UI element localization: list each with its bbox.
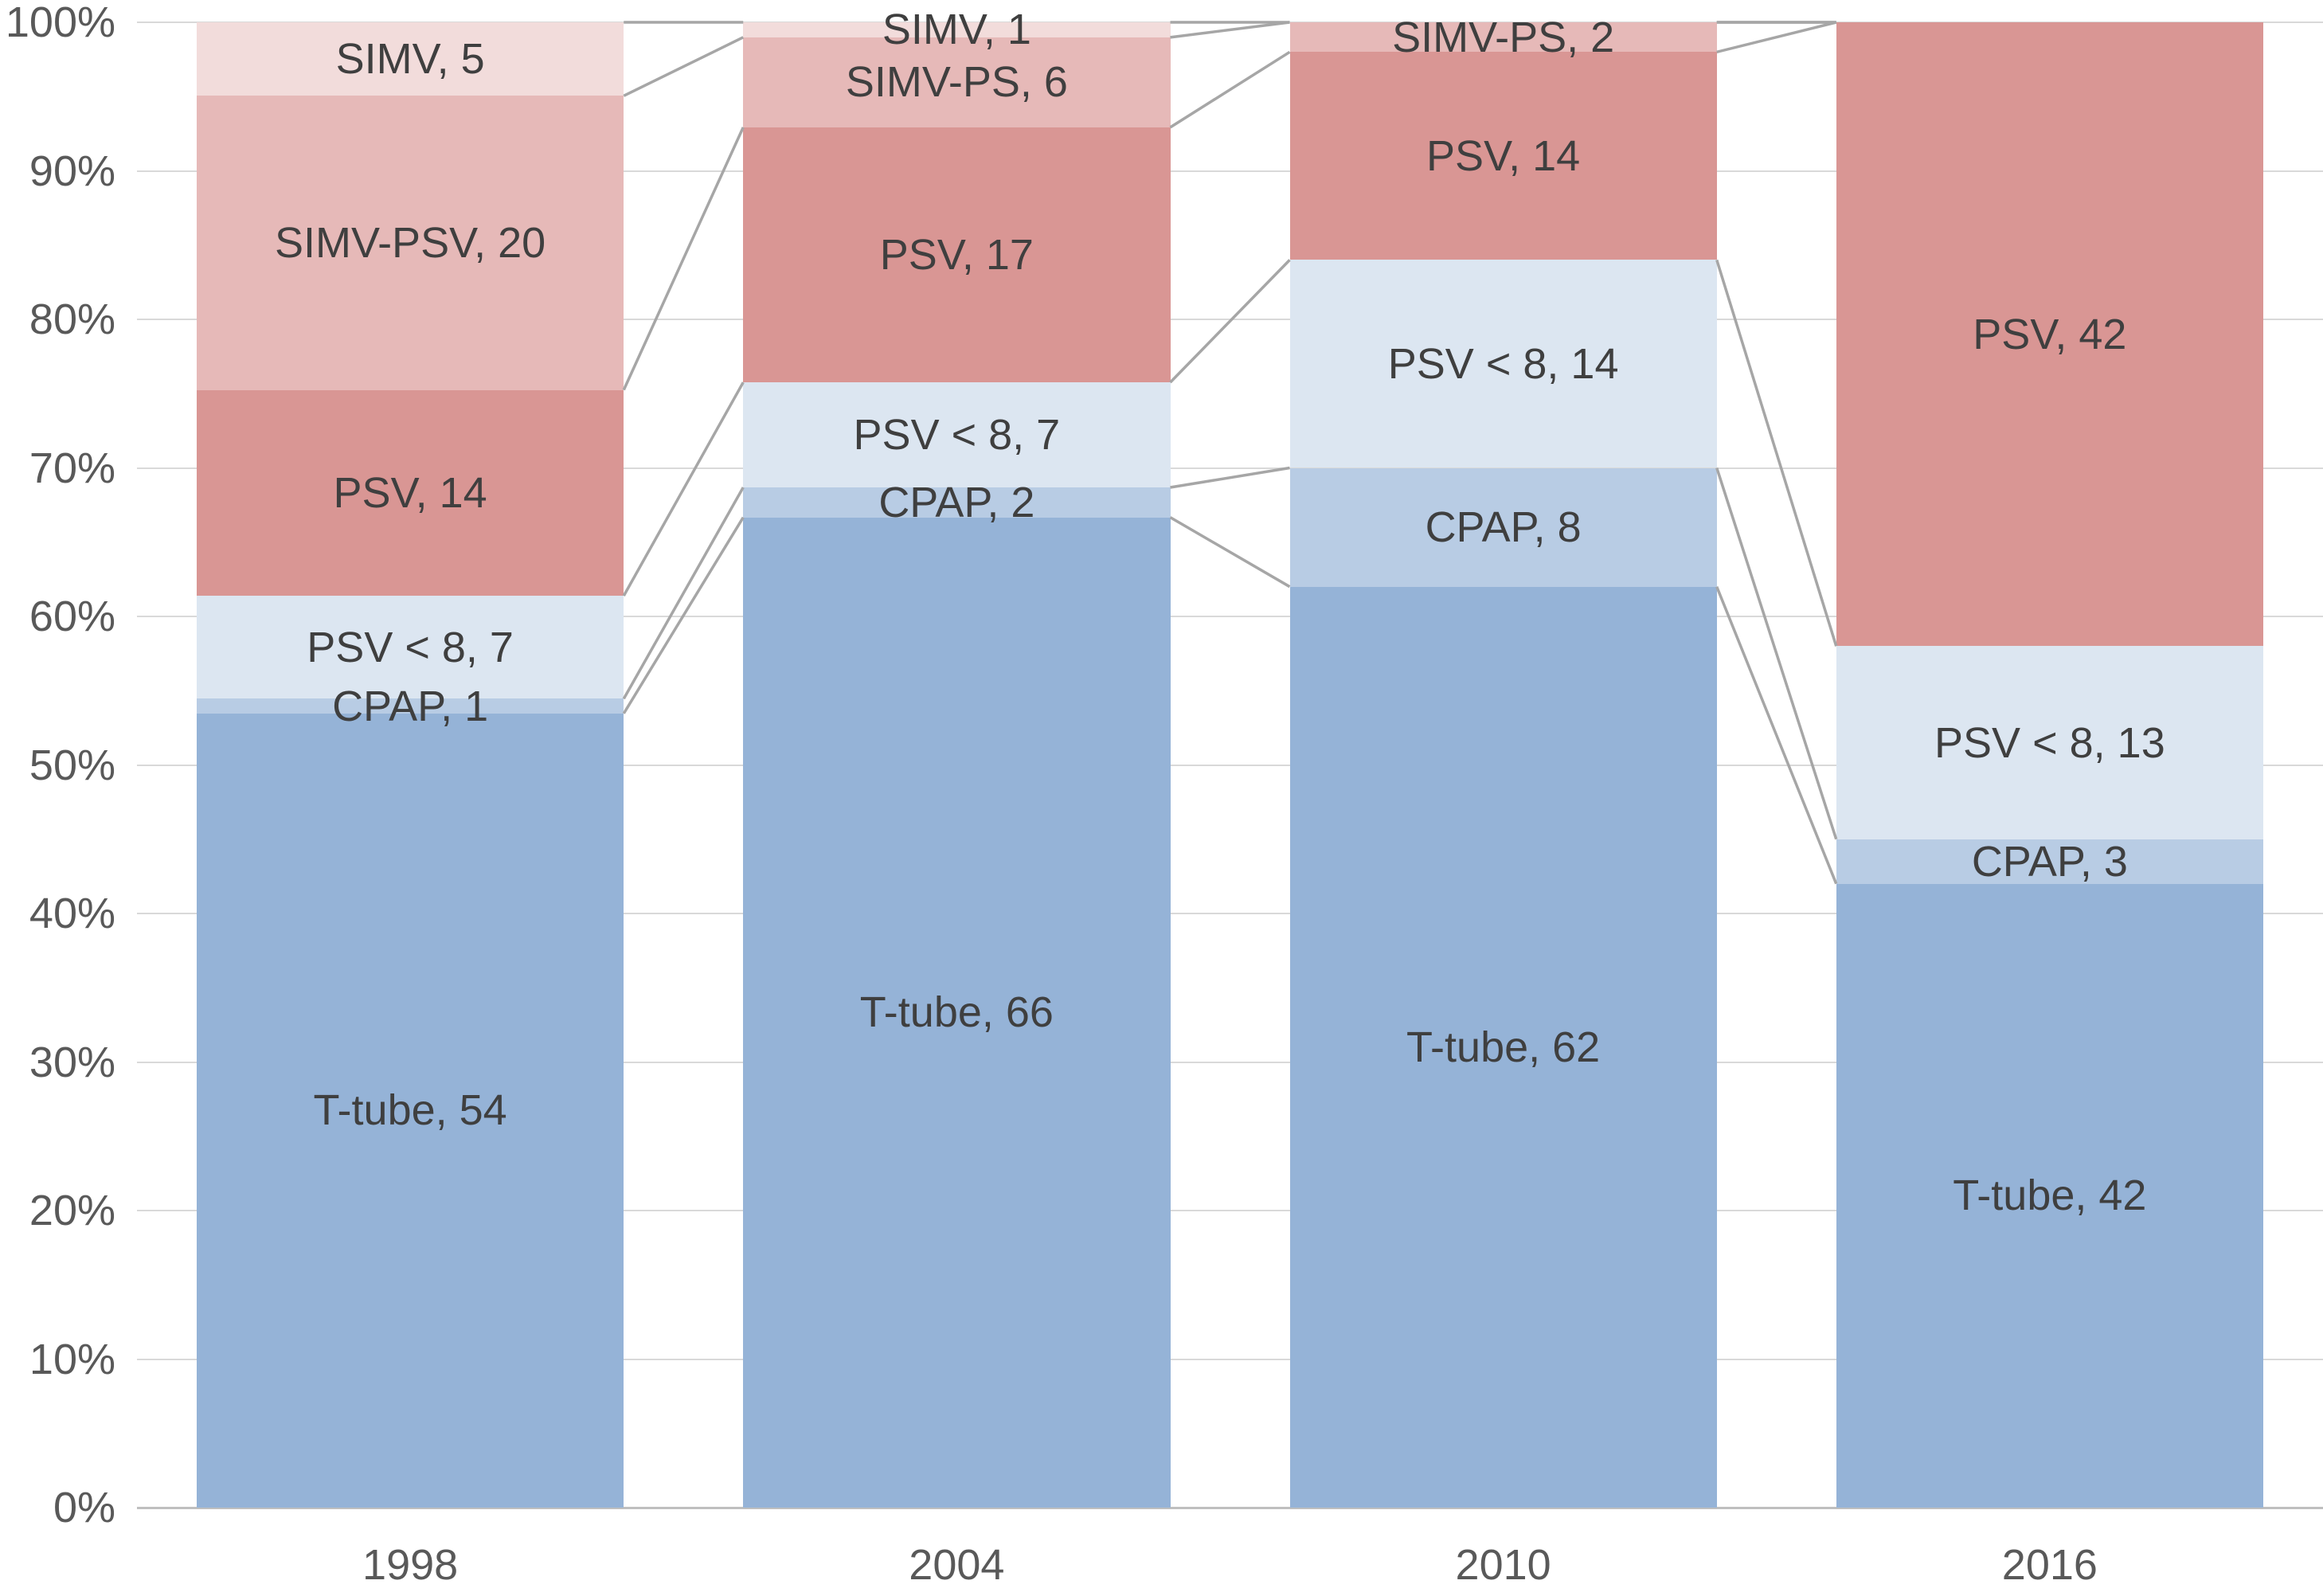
- gridline-20pct: [137, 1210, 2323, 1211]
- y-tick-label-10pct: 10%: [29, 1335, 115, 1383]
- data-label-2016-PSV: PSV, 42: [1973, 310, 2127, 358]
- y-tick-label-0pct: 0%: [53, 1484, 115, 1531]
- data-label-2010-PSV: PSV, 14: [1426, 131, 1581, 180]
- y-tick-label-80pct: 80%: [29, 295, 115, 343]
- segment-2010-PSV: [1289, 52, 1717, 260]
- y-tick-label-30pct: 30%: [29, 1038, 115, 1086]
- data-label-2010-CPAP: CPAP, 8: [1425, 503, 1582, 552]
- x-axis-line: [137, 1507, 2323, 1509]
- segment-1998-SIMV: [197, 22, 624, 96]
- x-tick-label-2016: 2016: [2001, 1541, 2098, 1589]
- data-label-1998-PSV < 8: PSV < 8, 7: [307, 623, 514, 671]
- data-label-2010-T-tube: T-tube, 62: [1406, 1023, 1601, 1071]
- segment-2016-PSV: [1836, 22, 2263, 647]
- segment-2016-PSV < 8: [1836, 646, 2263, 839]
- segment-1998-T-tube: [197, 713, 624, 1508]
- segment-1998-PSV: [197, 389, 624, 597]
- y-tick-label-100pct: 100%: [5, 0, 115, 46]
- segment-2004-SIMV-PS: [743, 37, 1171, 127]
- data-label-2004-SIMV-PS: SIMV-PS, 6: [845, 58, 1068, 107]
- gridline-40pct: [137, 913, 2323, 914]
- gridline-60pct: [137, 616, 2323, 617]
- segment-2010-T-tube: [1289, 586, 1717, 1508]
- data-label-2016-CPAP: CPAP, 3: [1971, 837, 2128, 886]
- segment-2004-T-tube: [743, 517, 1171, 1508]
- y-tick-label-60pct: 60%: [29, 593, 115, 640]
- data-label-2004-PSV: PSV, 17: [879, 230, 1034, 279]
- x-tick-label-2010: 2010: [1455, 1541, 1551, 1589]
- segment-2004-PSV < 8: [743, 382, 1171, 487]
- segment-2016-T-tube: [1836, 883, 2263, 1508]
- y-tick-label-20pct: 20%: [29, 1187, 115, 1234]
- y-tick-label-50pct: 50%: [29, 741, 115, 789]
- data-label-2010-PSV < 8: PSV < 8, 14: [1387, 339, 1619, 388]
- data-label-2010-SIMV-PS: SIMV-PS, 2: [1392, 13, 1615, 61]
- segment-2004-PSV: [743, 127, 1171, 383]
- x-tick-label-1998: 1998: [362, 1541, 459, 1589]
- segment-2010-CPAP: [1289, 467, 1717, 587]
- data-label-2004-SIMV: SIMV, 1: [882, 6, 1031, 54]
- segment-2016-CPAP: [1836, 839, 2263, 884]
- data-label-1998-CPAP: CPAP, 1: [332, 682, 489, 730]
- gridline-50pct: [137, 764, 2323, 766]
- data-label-1998-SIMV-PS: SIMV-PSV, 20: [275, 218, 546, 267]
- data-label-1998-SIMV: SIMV, 5: [335, 35, 485, 84]
- segment-1998-SIMV-PS: [197, 96, 624, 390]
- y-tick-label-40pct: 40%: [29, 890, 115, 937]
- segment-1998-CPAP: [197, 698, 624, 714]
- y-tick-label-70pct: 70%: [29, 444, 115, 492]
- data-label-2004-PSV < 8: PSV < 8, 7: [853, 411, 1061, 460]
- gridline-90pct: [137, 170, 2323, 172]
- y-tick-label-90pct: 90%: [29, 147, 115, 195]
- segment-2010-SIMV-PS: [1289, 22, 1717, 53]
- data-label-2016-PSV < 8: PSV < 8, 13: [1934, 718, 2165, 767]
- data-label-2004-T-tube: T-tube, 66: [859, 988, 1054, 1037]
- data-label-1998-PSV: PSV, 14: [333, 468, 487, 517]
- segment-2010-PSV < 8: [1289, 260, 1717, 468]
- data-label-2016-T-tube: T-tube, 42: [1953, 1172, 2147, 1220]
- gridline-30pct: [137, 1061, 2323, 1063]
- data-label-2004-CPAP: CPAP, 2: [878, 478, 1035, 526]
- data-label-1998-T-tube: T-tube, 54: [313, 1086, 507, 1135]
- x-tick-label-2004: 2004: [909, 1541, 1005, 1589]
- segment-2004-SIMV: [743, 22, 1171, 37]
- segment-2004-CPAP: [743, 487, 1171, 518]
- segment-1998-PSV < 8: [197, 596, 624, 699]
- gridline-10pct: [137, 1358, 2323, 1360]
